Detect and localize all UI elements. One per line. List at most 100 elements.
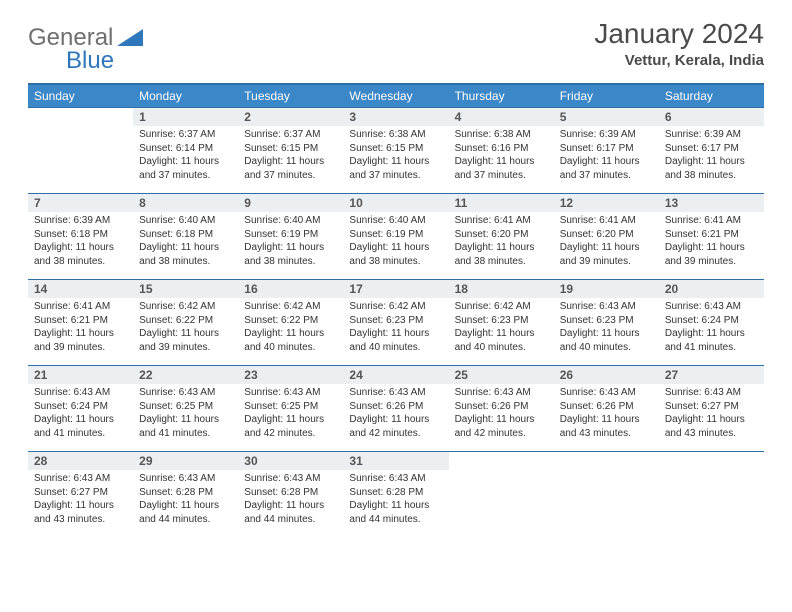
calendar-row: 28Sunrise: 6:43 AMSunset: 6:27 PMDayligh… [28, 452, 764, 538]
day-number: 26 [554, 366, 659, 384]
calendar-row: 21Sunrise: 6:43 AMSunset: 6:24 PMDayligh… [28, 366, 764, 452]
month-title: January 2024 [594, 18, 764, 50]
calendar-cell: 4Sunrise: 6:38 AMSunset: 6:16 PMDaylight… [449, 108, 554, 194]
day-number: 7 [28, 194, 133, 212]
day-number: 4 [449, 108, 554, 126]
day-number: 18 [449, 280, 554, 298]
calendar-cell: 14Sunrise: 6:41 AMSunset: 6:21 PMDayligh… [28, 280, 133, 366]
calendar-cell: 29Sunrise: 6:43 AMSunset: 6:28 PMDayligh… [133, 452, 238, 538]
day-details: Sunrise: 6:39 AMSunset: 6:17 PMDaylight:… [554, 126, 659, 186]
day-details: Sunrise: 6:39 AMSunset: 6:17 PMDaylight:… [659, 126, 764, 186]
day-number: 5 [554, 108, 659, 126]
day-number: 16 [238, 280, 343, 298]
calendar-cell: 0 [28, 108, 133, 194]
calendar-cell: 6Sunrise: 6:39 AMSunset: 6:17 PMDaylight… [659, 108, 764, 194]
calendar-cell: 31Sunrise: 6:43 AMSunset: 6:28 PMDayligh… [343, 452, 448, 538]
day-details: Sunrise: 6:43 AMSunset: 6:26 PMDaylight:… [449, 384, 554, 444]
day-details: Sunrise: 6:43 AMSunset: 6:24 PMDaylight:… [28, 384, 133, 444]
day-details: Sunrise: 6:41 AMSunset: 6:21 PMDaylight:… [659, 212, 764, 272]
day-details: Sunrise: 6:41 AMSunset: 6:20 PMDaylight:… [554, 212, 659, 272]
day-number: 31 [343, 452, 448, 470]
calendar-row: 7Sunrise: 6:39 AMSunset: 6:18 PMDaylight… [28, 194, 764, 280]
calendar-cell: 24Sunrise: 6:43 AMSunset: 6:26 PMDayligh… [343, 366, 448, 452]
calendar-row: 0 1Sunrise: 6:37 AMSunset: 6:14 PMDaylig… [28, 108, 764, 194]
day-details: Sunrise: 6:38 AMSunset: 6:16 PMDaylight:… [449, 126, 554, 186]
calendar-cell: 10Sunrise: 6:40 AMSunset: 6:19 PMDayligh… [343, 194, 448, 280]
day-number: 3 [343, 108, 448, 126]
calendar-row: 14Sunrise: 6:41 AMSunset: 6:21 PMDayligh… [28, 280, 764, 366]
calendar-cell: 0 [659, 452, 764, 538]
day-details: Sunrise: 6:43 AMSunset: 6:27 PMDaylight:… [28, 470, 133, 530]
day-number: 8 [133, 194, 238, 212]
weekday-header: Saturday [659, 84, 764, 108]
day-details: Sunrise: 6:43 AMSunset: 6:28 PMDaylight:… [343, 470, 448, 530]
day-number: 15 [133, 280, 238, 298]
day-number: 12 [554, 194, 659, 212]
calendar-cell: 22Sunrise: 6:43 AMSunset: 6:25 PMDayligh… [133, 366, 238, 452]
day-number: 23 [238, 366, 343, 384]
calendar-cell: 16Sunrise: 6:42 AMSunset: 6:22 PMDayligh… [238, 280, 343, 366]
calendar-cell: 3Sunrise: 6:38 AMSunset: 6:15 PMDaylight… [343, 108, 448, 194]
day-details: Sunrise: 6:41 AMSunset: 6:21 PMDaylight:… [28, 298, 133, 358]
day-number: 11 [449, 194, 554, 212]
calendar-cell: 1Sunrise: 6:37 AMSunset: 6:14 PMDaylight… [133, 108, 238, 194]
day-details: Sunrise: 6:42 AMSunset: 6:23 PMDaylight:… [449, 298, 554, 358]
day-number: 1 [133, 108, 238, 126]
day-number: 25 [449, 366, 554, 384]
day-details: Sunrise: 6:40 AMSunset: 6:19 PMDaylight:… [343, 212, 448, 272]
day-number: 21 [28, 366, 133, 384]
day-details: Sunrise: 6:43 AMSunset: 6:26 PMDaylight:… [343, 384, 448, 444]
calendar-cell: 19Sunrise: 6:43 AMSunset: 6:23 PMDayligh… [554, 280, 659, 366]
day-details: Sunrise: 6:43 AMSunset: 6:23 PMDaylight:… [554, 298, 659, 358]
weekday-header: Friday [554, 84, 659, 108]
calendar-cell: 28Sunrise: 6:43 AMSunset: 6:27 PMDayligh… [28, 452, 133, 538]
day-number: 30 [238, 452, 343, 470]
calendar-header-row: SundayMondayTuesdayWednesdayThursdayFrid… [28, 84, 764, 108]
calendar-cell: 0 [554, 452, 659, 538]
day-number: 2 [238, 108, 343, 126]
calendar-cell: 25Sunrise: 6:43 AMSunset: 6:26 PMDayligh… [449, 366, 554, 452]
day-details: Sunrise: 6:37 AMSunset: 6:14 PMDaylight:… [133, 126, 238, 186]
day-number: 9 [238, 194, 343, 212]
calendar-cell: 20Sunrise: 6:43 AMSunset: 6:24 PMDayligh… [659, 280, 764, 366]
title-block: January 2024 Vettur, Kerala, India [594, 18, 764, 69]
day-details: Sunrise: 6:42 AMSunset: 6:22 PMDaylight:… [238, 298, 343, 358]
calendar-cell: 12Sunrise: 6:41 AMSunset: 6:20 PMDayligh… [554, 194, 659, 280]
calendar-cell: 17Sunrise: 6:42 AMSunset: 6:23 PMDayligh… [343, 280, 448, 366]
day-details: Sunrise: 6:40 AMSunset: 6:19 PMDaylight:… [238, 212, 343, 272]
brand-triangle-icon [117, 26, 143, 51]
calendar-cell: 13Sunrise: 6:41 AMSunset: 6:21 PMDayligh… [659, 194, 764, 280]
weekday-header: Monday [133, 84, 238, 108]
calendar-cell: 18Sunrise: 6:42 AMSunset: 6:23 PMDayligh… [449, 280, 554, 366]
calendar-cell: 2Sunrise: 6:37 AMSunset: 6:15 PMDaylight… [238, 108, 343, 194]
day-details: Sunrise: 6:37 AMSunset: 6:15 PMDaylight:… [238, 126, 343, 186]
location-label: Vettur, Kerala, India [594, 52, 764, 69]
calendar-cell: 7Sunrise: 6:39 AMSunset: 6:18 PMDaylight… [28, 194, 133, 280]
day-number: 29 [133, 452, 238, 470]
day-number: 17 [343, 280, 448, 298]
calendar-cell: 9Sunrise: 6:40 AMSunset: 6:19 PMDaylight… [238, 194, 343, 280]
day-details: Sunrise: 6:42 AMSunset: 6:23 PMDaylight:… [343, 298, 448, 358]
calendar-table: SundayMondayTuesdayWednesdayThursdayFrid… [28, 83, 764, 538]
day-number: 13 [659, 194, 764, 212]
weekday-header: Sunday [28, 84, 133, 108]
calendar-body: 0 1Sunrise: 6:37 AMSunset: 6:14 PMDaylig… [28, 108, 764, 538]
calendar-cell: 11Sunrise: 6:41 AMSunset: 6:20 PMDayligh… [449, 194, 554, 280]
day-details: Sunrise: 6:43 AMSunset: 6:26 PMDaylight:… [554, 384, 659, 444]
day-details: Sunrise: 6:43 AMSunset: 6:27 PMDaylight:… [659, 384, 764, 444]
weekday-header: Thursday [449, 84, 554, 108]
calendar-cell: 30Sunrise: 6:43 AMSunset: 6:28 PMDayligh… [238, 452, 343, 538]
day-details: Sunrise: 6:42 AMSunset: 6:22 PMDaylight:… [133, 298, 238, 358]
day-details: Sunrise: 6:40 AMSunset: 6:18 PMDaylight:… [133, 212, 238, 272]
day-number: 20 [659, 280, 764, 298]
page-header: General January 2024 Vettur, Kerala, Ind… [28, 18, 764, 69]
day-number: 24 [343, 366, 448, 384]
calendar-cell: 8Sunrise: 6:40 AMSunset: 6:18 PMDaylight… [133, 194, 238, 280]
day-details: Sunrise: 6:43 AMSunset: 6:25 PMDaylight:… [238, 384, 343, 444]
calendar-cell: 5Sunrise: 6:39 AMSunset: 6:17 PMDaylight… [554, 108, 659, 194]
day-number: 27 [659, 366, 764, 384]
calendar-cell: 21Sunrise: 6:43 AMSunset: 6:24 PMDayligh… [28, 366, 133, 452]
day-details: Sunrise: 6:43 AMSunset: 6:25 PMDaylight:… [133, 384, 238, 444]
day-number: 28 [28, 452, 133, 470]
day-number: 14 [28, 280, 133, 298]
